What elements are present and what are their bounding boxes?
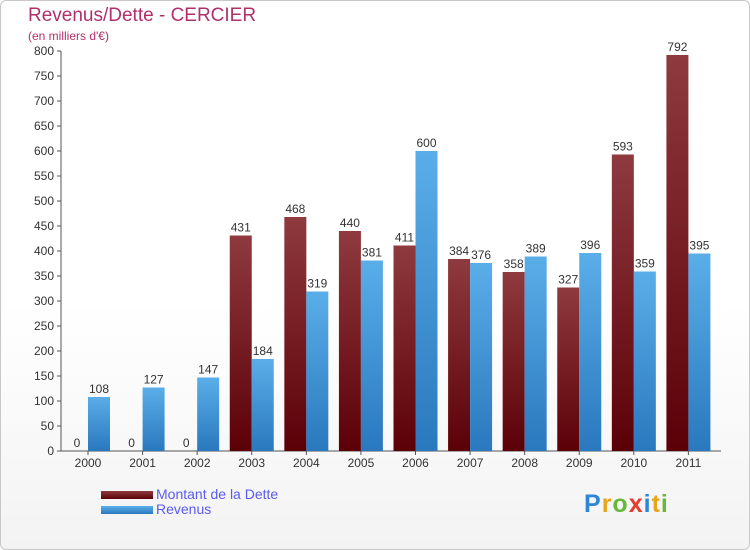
data-label-debt: 593	[613, 140, 633, 154]
bar-debt	[611, 154, 634, 451]
bar-revenue	[688, 253, 711, 451]
data-label-revenue: 395	[689, 239, 709, 253]
y-tick-label: 400	[34, 244, 54, 258]
legend-swatch-revenue	[101, 506, 153, 514]
y-tick-label: 650	[34, 119, 54, 133]
x-tick-label: 2010	[620, 456, 647, 470]
bar-revenue	[633, 271, 656, 451]
x-tick-label: 2000	[75, 456, 102, 470]
legend-swatch-debt	[101, 491, 153, 499]
data-label-debt: 440	[340, 216, 360, 230]
y-tick-label: 150	[34, 369, 54, 383]
x-tick-label: 2008	[511, 456, 538, 470]
chart-subtitle: (en milliers d'€)	[28, 29, 109, 43]
y-tick-label: 500	[34, 194, 54, 208]
y-tick-label: 100	[34, 394, 54, 408]
data-label-revenue: 376	[471, 248, 491, 262]
x-tick-label: 2004	[293, 456, 320, 470]
chart-title: Revenus/Dette - CERCIER	[28, 5, 257, 26]
data-label-revenue: 319	[307, 277, 327, 291]
bar-debt	[229, 235, 252, 451]
legend-label-debt: Montant de la Dette	[156, 486, 279, 502]
y-tick-label: 450	[34, 219, 54, 233]
x-tick-label: 2005	[348, 456, 375, 470]
bars	[88, 55, 711, 451]
bar-revenue	[470, 263, 493, 451]
data-label-revenue: 359	[635, 257, 655, 271]
data-label-revenue: 184	[253, 344, 273, 358]
y-tick-label: 50	[41, 419, 55, 433]
x-axis: 2000 2001 2002 2003 2004 2005 2006 2007 2008 2009…	[61, 450, 721, 470]
bar-debt	[284, 217, 307, 451]
y-axis: 0 50 100 150 200 250 300 350 400 450 500 550 600 650 7…	[34, 44, 62, 458]
data-labels: 0 0 0 431 468 440 411 384 358 327 593 792 108 127 147 1…	[74, 40, 710, 450]
bar-revenue	[88, 397, 110, 451]
data-label-debt: 358	[504, 257, 524, 271]
y-tick-label: 300	[34, 294, 54, 308]
bar-debt	[502, 272, 525, 451]
data-label-debt: 0	[183, 436, 190, 450]
data-label-debt: 468	[285, 202, 305, 216]
data-label-revenue: 381	[362, 246, 382, 260]
bar-revenue	[360, 260, 383, 451]
data-label-revenue: 600	[416, 136, 436, 150]
y-tick-label: 550	[34, 169, 54, 183]
legend-label-revenue: Revenus	[156, 501, 212, 517]
y-tick-label: 750	[34, 69, 54, 83]
bar-revenue	[197, 377, 220, 451]
bar-revenue	[579, 253, 602, 451]
y-tick-label: 200	[34, 344, 54, 358]
bar-debt	[448, 259, 471, 451]
bar-revenue	[524, 256, 547, 451]
y-tick-label: 0	[47, 444, 54, 458]
x-tick-label: 2011	[676, 456, 702, 470]
data-label-revenue: 396	[580, 238, 600, 252]
bar-revenue	[306, 291, 329, 451]
data-label-revenue: 389	[526, 242, 546, 256]
data-label-debt: 0	[128, 436, 135, 450]
bar-debt	[338, 231, 361, 451]
proxiti-logo: Proxiti	[584, 490, 669, 518]
data-label-debt: 384	[449, 244, 469, 258]
data-label-revenue: 108	[89, 382, 109, 396]
data-label-revenue: 127	[144, 373, 164, 387]
x-tick-label: 2002	[184, 456, 211, 470]
y-tick-label: 700	[34, 94, 54, 108]
data-label-debt: 431	[231, 221, 251, 235]
y-tick-label: 350	[34, 269, 54, 283]
y-tick-label: 600	[34, 144, 54, 158]
y-tick-label: 250	[34, 319, 54, 333]
bar-debt	[557, 287, 580, 451]
bar-debt	[393, 245, 416, 451]
bar-revenue	[251, 359, 274, 451]
data-label-debt: 0	[74, 436, 81, 450]
y-tick-label: 800	[34, 44, 54, 58]
bar-revenue	[142, 387, 165, 451]
bar-revenue	[415, 151, 438, 451]
data-label-debt: 327	[558, 273, 578, 287]
data-label-debt: 411	[395, 231, 414, 245]
bar-debt	[666, 55, 689, 451]
x-tick-label: 2006	[402, 456, 429, 470]
data-label-revenue: 147	[198, 363, 218, 377]
data-label-debt: 792	[667, 40, 687, 54]
x-tick-label: 2007	[457, 456, 484, 470]
x-tick-label: 2001	[129, 456, 156, 470]
x-tick-label: 2009	[566, 456, 593, 470]
x-tick-label: 2003	[238, 456, 265, 470]
